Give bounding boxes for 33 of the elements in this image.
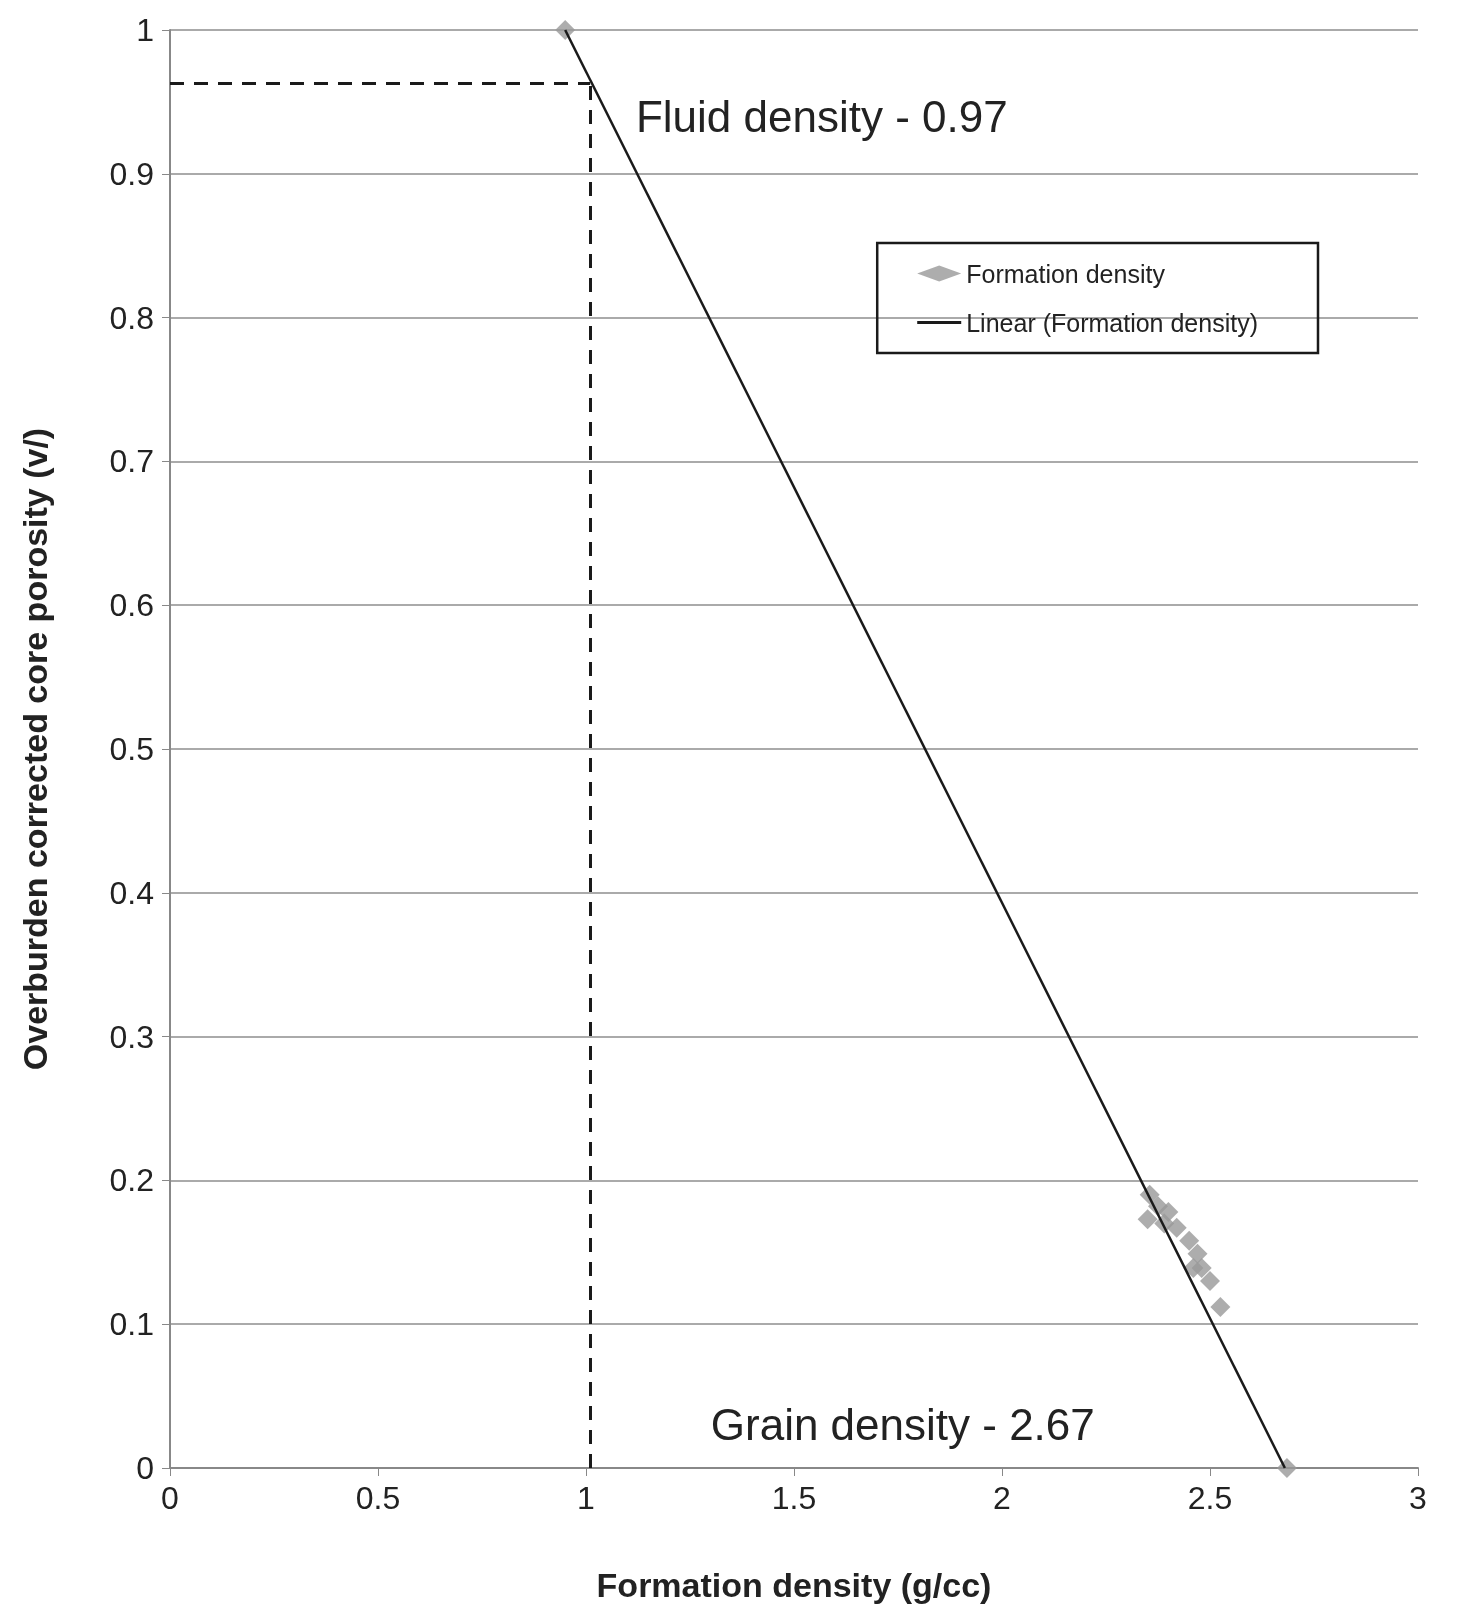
y-tick-label: 0.3	[109, 1018, 154, 1055]
point	[1276, 1458, 1297, 1478]
x-tick-label: 2	[993, 1480, 1011, 1516]
y-tick-label: 0.7	[109, 443, 154, 480]
y-tick-label: 0.2	[109, 1162, 154, 1199]
legend-label: Formation density	[966, 259, 1166, 288]
annotation: Grain density - 2.67	[710, 1400, 1095, 1450]
x-tick-label: 2.5	[1187, 1480, 1233, 1516]
x-tick-label: 1.5	[771, 1480, 817, 1516]
legend-label: Linear (Formation density)	[966, 308, 1259, 337]
x-tick-label: 1	[577, 1480, 595, 1516]
x-axis-title: Formation density (g/cc)	[596, 1566, 992, 1604]
point	[1137, 1209, 1158, 1230]
y-tick-label: 0.9	[109, 155, 154, 192]
point	[1200, 1271, 1220, 1292]
point	[1210, 1296, 1231, 1317]
annotation: Fluid density - 0.97	[635, 91, 1008, 141]
y-tick-label: 0.4	[109, 874, 154, 911]
y-tick-label: 0.5	[109, 731, 154, 767]
point	[1187, 1243, 1208, 1264]
x-tick-label: 0	[161, 1480, 179, 1516]
point	[1179, 1230, 1200, 1251]
point	[1191, 1258, 1212, 1279]
x-tick-label: 0.5	[355, 1480, 401, 1516]
x-tick-label: 3	[1409, 1480, 1427, 1516]
y-tick-label: 0.8	[109, 299, 154, 336]
y-axis-title: Overburden corrected core porosity (v/)	[16, 427, 54, 1071]
point	[1166, 1217, 1187, 1238]
point	[555, 20, 576, 40]
y-tick-label: 0	[136, 1450, 154, 1486]
y-tick-label: 1	[136, 12, 154, 48]
y-tick-label: 0.1	[109, 1306, 154, 1343]
y-tick-label: 0.6	[109, 587, 154, 624]
